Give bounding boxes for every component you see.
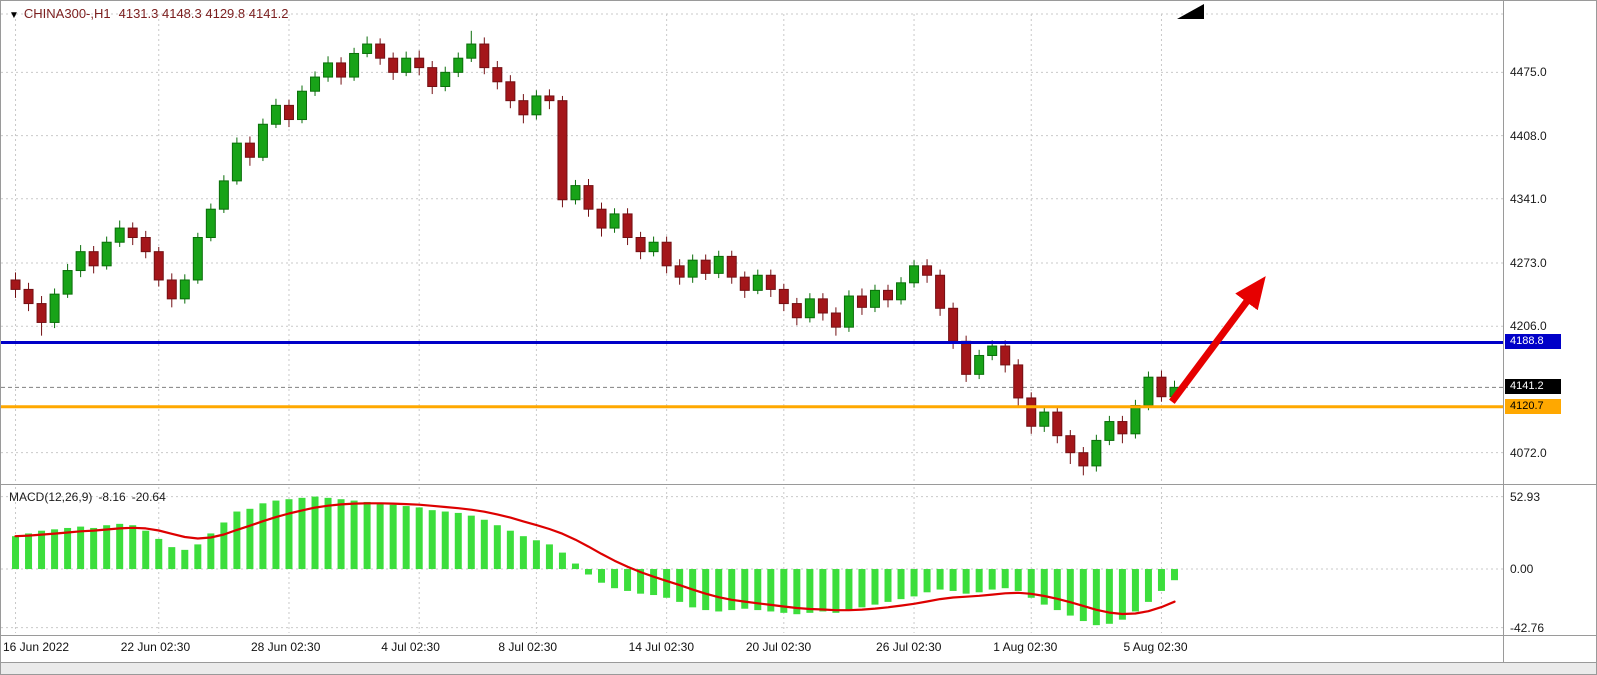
chart-header: ▼ CHINA300-,H1 4131.3 4148.3 4129.8 4141.2 <box>9 6 289 21</box>
price-tick-label: 4341.0 <box>1510 191 1547 206</box>
macd-tick-label: -42.76 <box>1510 620 1545 635</box>
horizontal-scrollbar[interactable] <box>1 662 1596 674</box>
pane-divider[interactable] <box>1 484 1596 485</box>
date-label: 22 Jun 02:30 <box>120 640 191 654</box>
macd-header: MACD(12,26,9) -8.16 -20.64 <box>9 490 172 504</box>
symbol-dropdown-icon[interactable]: ▼ <box>9 10 19 21</box>
price-tick-label: 4072.0 <box>1510 445 1547 460</box>
price-level-badge: 4141.2 <box>1505 379 1561 395</box>
symbol-title: CHINA300-,H1 <box>23 6 111 21</box>
price-tick-label: 4206.0 <box>1510 319 1547 334</box>
price-tick-label: 4475.0 <box>1510 65 1547 80</box>
date-label: 28 Jun 02:30 <box>250 640 321 654</box>
macd-label: MACD(12,26,9) <box>9 490 93 504</box>
price-tick-label: 4273.0 <box>1510 255 1547 270</box>
price-level-badge: 4188.8 <box>1505 334 1561 350</box>
date-label: 26 Jul 02:30 <box>876 640 942 654</box>
time-axis-divider <box>1 635 1596 636</box>
price-axis-border <box>1503 1 1504 662</box>
macd-value: -8.16 <box>98 490 126 504</box>
price-tick-label: 4408.0 <box>1510 128 1547 143</box>
price-axis[interactable]: 4475.0 4408.0 4341.0 4273.0 4206.0 4072.0 4188… <box>1504 1 1596 662</box>
macd-canvas[interactable] <box>1 485 1503 635</box>
date-label: 16 Jun 2022 <box>3 640 70 654</box>
time-axis[interactable]: 16 Jun 2022 22 Jun 02:30 28 Jun 02:30 4 Jul… <box>1 636 1503 662</box>
date-label: 20 Jul 02:30 <box>745 640 812 654</box>
date-label: 14 Jul 02:30 <box>628 640 694 654</box>
ohlc-values: 4131.3 4148.3 4129.8 4141.2 <box>118 6 289 21</box>
macd-signal-value: -20.64 <box>131 490 166 504</box>
date-label: 5 Aug 02:30 <box>1123 640 1188 654</box>
price-chart-canvas[interactable] <box>1 1 1503 484</box>
date-label: 4 Jul 02:30 <box>381 640 440 654</box>
macd-tick-label: 0.00 <box>1510 562 1534 577</box>
date-label: 8 Jul 02:30 <box>498 640 558 654</box>
macd-tick-label: 52.93 <box>1510 489 1541 504</box>
price-level-badge: 4120.7 <box>1505 398 1561 414</box>
chart-shift-marker-icon[interactable] <box>1177 4 1205 20</box>
date-label: 1 Aug 02:30 <box>993 640 1058 654</box>
